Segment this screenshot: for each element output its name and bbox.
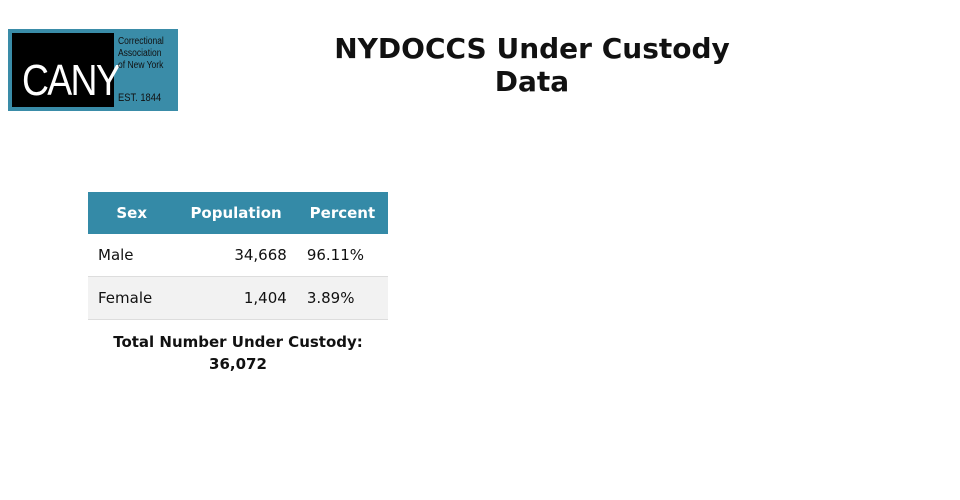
- table-row: Male 34,668 96.11%: [88, 234, 388, 277]
- logo-mark: CANY: [22, 56, 121, 105]
- logo-est: EST. 1844: [118, 92, 162, 104]
- total-label: Total Number Under Custody:: [113, 333, 363, 351]
- logo-box: [12, 33, 114, 107]
- cell: 96.11%: [296, 234, 388, 277]
- cell: Female: [88, 276, 176, 320]
- logo-line: of New York: [118, 60, 164, 71]
- logo: CANY Correctional Association of New Yor…: [8, 29, 178, 111]
- title: NYDOCCS Under Custody Data: [334, 32, 730, 98]
- total-value: 36,072: [209, 355, 267, 373]
- logo-line: Correctional: [118, 36, 164, 47]
- logo-line: Association: [118, 48, 162, 59]
- total: Total Number Under Custody: 36,072: [88, 331, 388, 375]
- logo-name: Correctional Association of New York: [118, 36, 164, 72]
- column-header: Percent: [296, 192, 388, 234]
- header-row: Sex Population Percent: [88, 192, 388, 234]
- cell: 34,668: [175, 234, 297, 277]
- cell: 3.89%: [296, 276, 388, 320]
- data-table: Sex Population Percent Male 34,668 96.11…: [88, 192, 388, 320]
- cell: 1,404: [175, 276, 297, 320]
- column-header: Sex: [88, 192, 176, 234]
- table-row: Female 1,404 3.89%: [88, 276, 388, 320]
- cell: Male: [88, 234, 176, 277]
- column-header: Population: [175, 192, 297, 234]
